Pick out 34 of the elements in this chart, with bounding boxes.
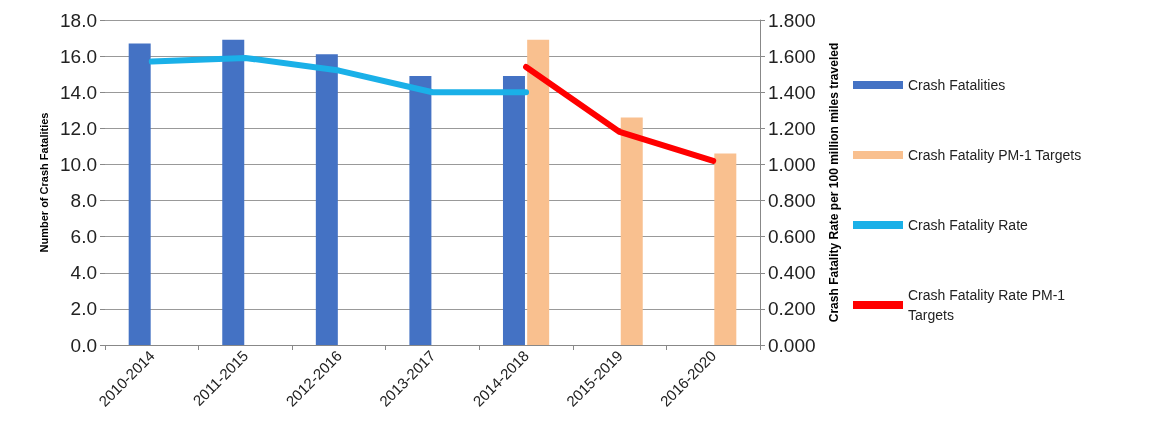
y2-tick-label: 0.600 <box>768 226 816 248</box>
y-tick-label: 14.0 <box>60 81 97 103</box>
bar <box>502 75 525 345</box>
bar <box>714 153 737 345</box>
bar <box>620 117 643 345</box>
y2-tick-label: 1.800 <box>768 9 816 31</box>
bar <box>128 43 151 345</box>
y-axis-title: Number of Crash Fatalities <box>37 112 50 253</box>
y-tick-label: 12.0 <box>60 117 97 139</box>
y2-tick-label: 0.400 <box>768 262 816 284</box>
legend-label: Crash Fatality PM-1 Targets <box>908 147 1082 163</box>
y-tick-label: 2.0 <box>70 298 97 320</box>
legend-label: Crash Fatality Rate PM-1 Targets <box>908 287 1070 323</box>
bar <box>409 75 432 345</box>
y-tick-label: 4.0 <box>70 262 97 284</box>
y2-tick-label: 1.200 <box>768 117 816 139</box>
y-tick-label: 0.0 <box>70 334 97 356</box>
y2-axis-title: Crash Fatality Rate per 100 million miles traveled <box>827 42 841 323</box>
y2-tick-label: 1.400 <box>768 81 816 103</box>
y2-tick-label: 0.800 <box>768 190 816 212</box>
y-tick-label: 8.0 <box>70 190 97 212</box>
y-tick-label: 6.0 <box>70 226 97 248</box>
bar <box>527 39 550 345</box>
legend-label: Crash Fatality Rate <box>908 217 1029 233</box>
y-tick-label: 18.0 <box>60 9 97 31</box>
y2-tick-label: 1.600 <box>768 45 816 67</box>
y-tick-label: 16.0 <box>60 45 97 67</box>
y-tick-label: 10.0 <box>60 153 97 175</box>
y2-tick-label: 0.200 <box>768 298 816 320</box>
y2-tick-label: 1.000 <box>768 153 816 175</box>
y2-tick-label: 0.000 <box>768 334 816 356</box>
bar <box>315 54 338 345</box>
bar <box>222 39 245 345</box>
legend-label: Crash Fatalities <box>908 77 1006 93</box>
